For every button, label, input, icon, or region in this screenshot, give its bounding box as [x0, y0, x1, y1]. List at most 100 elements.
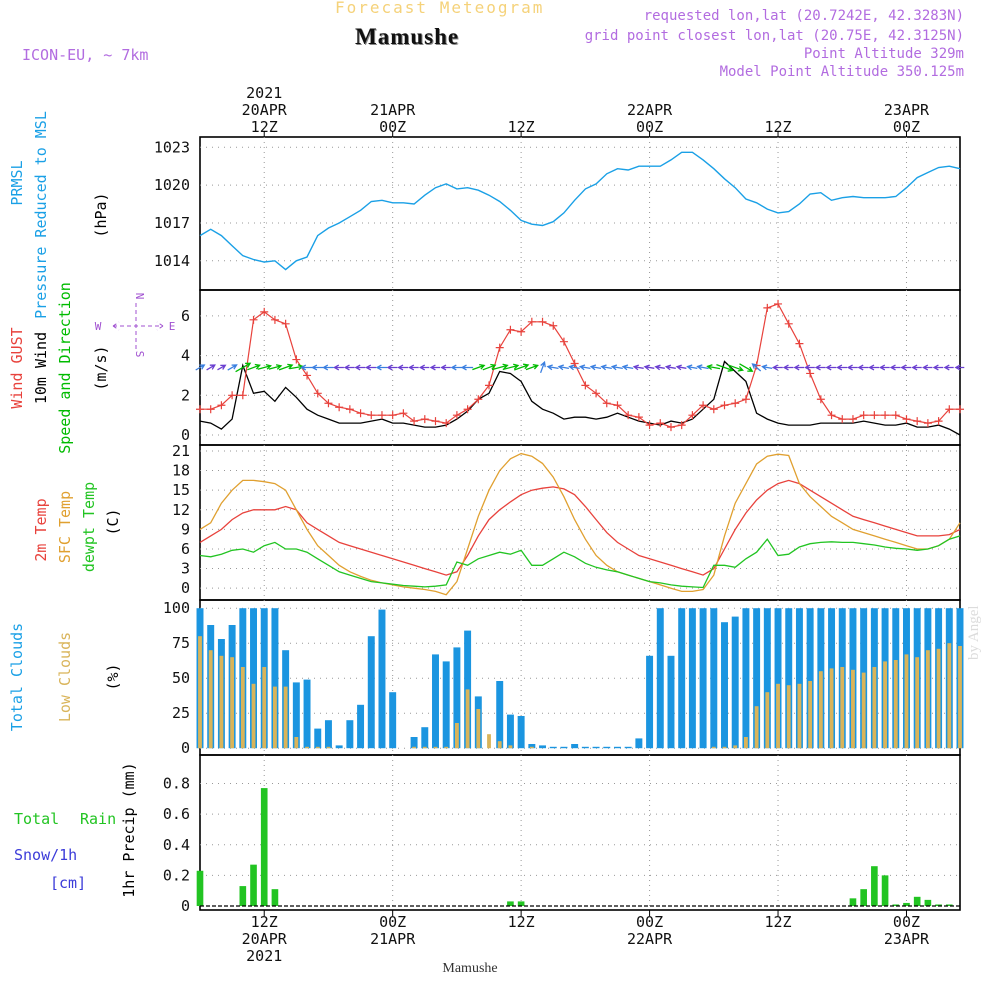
gust-marker [624, 411, 633, 420]
gust-marker [452, 411, 461, 420]
total-cloud-bar [303, 679, 311, 749]
total-cloud-bar [367, 636, 375, 749]
wind-direction-arrow [235, 362, 252, 373]
y-tick-label: 2 [181, 386, 190, 404]
gust-marker [217, 401, 226, 410]
panel-frame-temperature [199, 444, 961, 601]
top-axis-tick-label: 00Z [893, 118, 920, 136]
bottom-axis-tick-label: 12Z [251, 913, 278, 931]
wind-direction-arrow [932, 364, 944, 371]
total-cloud-bar [560, 746, 568, 749]
wind-direction-arrow [868, 364, 880, 371]
wind-direction-arrow [943, 364, 954, 371]
wind-direction-arrow [900, 364, 912, 371]
bottom-axis-tick-label: 12Z [508, 913, 535, 931]
gust-marker [613, 401, 622, 410]
low-cloud-bar [851, 669, 855, 749]
gust-marker [602, 399, 611, 408]
gust-marker [720, 401, 729, 410]
gust-marker [538, 317, 547, 326]
wind-direction-arrow [922, 364, 933, 371]
precip-bar [881, 875, 889, 906]
wind-direction-arrow [846, 364, 858, 371]
precip-bar [507, 901, 514, 906]
axis-label-gust: Wind GUST [8, 327, 26, 408]
top-axis-tick-label: 23APR [884, 101, 930, 119]
low-cloud-bar [315, 746, 320, 749]
low-cloud-bar [476, 709, 481, 749]
total-cloud-bar [292, 682, 300, 749]
gust-marker [688, 411, 697, 420]
low-cloud-bar [797, 683, 802, 749]
low-cloud-bar [240, 667, 245, 749]
wind-speed-line [199, 360, 961, 436]
gust-marker [367, 411, 376, 420]
gust-marker [495, 343, 504, 352]
y-tick-label: 1020 [154, 176, 190, 194]
wind-direction-arrow [782, 364, 794, 371]
gust-marker [463, 405, 472, 414]
gust-marker [506, 325, 515, 334]
low-cloud-bar [454, 723, 459, 749]
gust-marker [934, 417, 943, 426]
wind-direction-arrow [397, 364, 409, 371]
bottom-axis-tick-label: 20APR [242, 930, 288, 948]
wind-direction-arrow [375, 364, 387, 371]
total-cloud-bar [699, 608, 707, 749]
wind-direction-arrow [418, 364, 430, 371]
gust-marker [592, 389, 601, 398]
low-cloud-bar [893, 660, 898, 749]
wind-direction-arrow [793, 364, 805, 371]
wind-direction-arrow [739, 363, 754, 372]
low-cloud-bar [497, 741, 502, 749]
low-cloud-bar [273, 686, 277, 749]
gust-marker [956, 405, 964, 414]
total-cloud-bar [271, 608, 279, 749]
low-cloud-bar [936, 648, 941, 749]
wind-direction-arrow [911, 364, 922, 371]
label-rain: Rain [80, 810, 116, 828]
total-cloud-bar [314, 728, 322, 749]
wind-direction-arrow [889, 364, 901, 371]
gust-marker [859, 411, 868, 420]
total-cloud-bar [389, 692, 397, 749]
total-cloud-bar [581, 746, 589, 749]
y-tick-label: 9 [181, 520, 190, 538]
panel-frame-pressure [199, 136, 961, 291]
gust-marker [238, 391, 247, 400]
total-cloud-bar [506, 714, 514, 749]
total-cloud-bar [421, 727, 429, 749]
axis-label-sfc-temp: SFC Temp [56, 491, 74, 563]
gust-marker [774, 299, 783, 308]
axis-label-ms: (m/s) [92, 345, 110, 390]
pressure-line [199, 151, 961, 271]
wind-direction-arrow [654, 364, 665, 371]
top-axis-tick-label: 20APR [242, 101, 288, 119]
y-tick-label: 21 [172, 442, 190, 460]
total-cloud-bar [646, 655, 654, 749]
total-cloud-bar [667, 655, 675, 749]
low-cloud-bar [925, 650, 930, 749]
total-cloud-bar [613, 746, 621, 749]
gust-marker [827, 411, 836, 420]
axis-label-low-clouds: Low Clouds [56, 632, 74, 722]
wind-direction-arrow [300, 364, 313, 371]
gust-marker [260, 307, 269, 316]
top-axis-tick-label: 12Z [251, 118, 278, 136]
top-axis-tick-label: 21APR [370, 101, 416, 119]
wind-direction-arrow [268, 364, 283, 370]
low-cloud-bar [904, 654, 909, 749]
total-cloud-bar [464, 630, 472, 749]
gust-marker [527, 317, 536, 326]
gust-marker [645, 421, 654, 430]
wind-direction-arrow [546, 364, 559, 371]
gust-marker [313, 389, 322, 398]
gust-marker [270, 315, 279, 324]
top-axis-tick-label: 2021 [246, 84, 282, 102]
gust-marker [784, 319, 793, 328]
low-cloud-bar [776, 683, 780, 749]
temp-sfc-line [199, 452, 961, 596]
y-tick-label: 18 [172, 462, 190, 480]
gust-marker [891, 411, 900, 420]
